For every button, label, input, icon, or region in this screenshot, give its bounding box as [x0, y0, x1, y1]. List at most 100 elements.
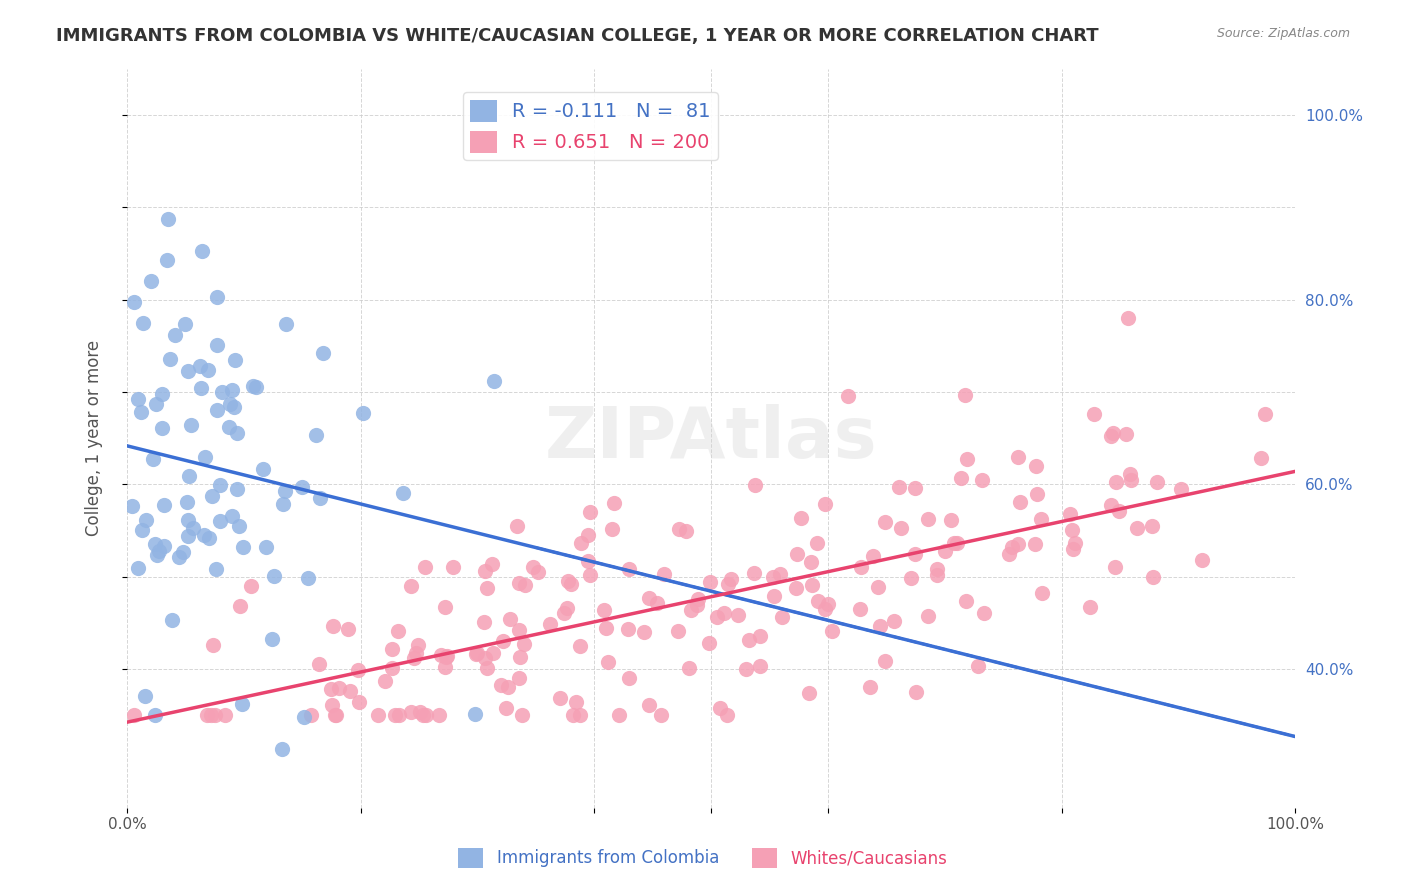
- Point: [172, 545, 194, 559]
- Point: [939, 513, 962, 527]
- Point: [904, 685, 927, 699]
- Point: [145, 397, 167, 411]
- Point: [800, 555, 823, 569]
- Point: [859, 680, 882, 694]
- Point: [474, 650, 496, 665]
- Point: [797, 686, 820, 700]
- Point: [145, 707, 167, 722]
- Y-axis label: College, 1 year or more: College, 1 year or more: [86, 340, 103, 536]
- Point: [555, 600, 578, 615]
- Point: [686, 599, 709, 613]
- Point: [1140, 518, 1163, 533]
- Point: [433, 600, 456, 615]
- Point: [742, 566, 765, 581]
- Point: [1060, 523, 1083, 537]
- Point: [481, 646, 503, 660]
- Point: [513, 637, 536, 651]
- Point: [1126, 521, 1149, 535]
- Point: [522, 560, 544, 574]
- Point: [887, 480, 910, 494]
- Point: [436, 648, 458, 663]
- Point: [849, 601, 872, 615]
- Point: [387, 708, 409, 723]
- Point: [177, 364, 200, 378]
- Point: [321, 681, 343, 696]
- Point: [970, 473, 993, 487]
- Point: [135, 513, 157, 527]
- Point: [240, 579, 263, 593]
- Point: [231, 698, 253, 712]
- Point: [1059, 507, 1081, 521]
- Point: [177, 469, 200, 483]
- Point: [592, 603, 614, 617]
- Text: Source: ZipAtlas.com: Source: ZipAtlas.com: [1216, 27, 1350, 40]
- Point: [617, 562, 640, 576]
- Point: [132, 316, 155, 330]
- Point: [1105, 475, 1128, 490]
- Point: [946, 536, 969, 550]
- Point: [1031, 586, 1053, 600]
- Point: [201, 638, 224, 652]
- Point: [579, 567, 602, 582]
- Point: [274, 317, 297, 331]
- Point: [650, 708, 672, 723]
- Point: [786, 547, 808, 561]
- Point: [1001, 541, 1024, 555]
- Point: [508, 671, 530, 685]
- Point: [434, 650, 457, 665]
- Point: [862, 549, 884, 563]
- Point: [508, 623, 530, 637]
- Point: [744, 478, 766, 492]
- Point: [738, 633, 761, 648]
- Point: [713, 606, 735, 620]
- Point: [679, 603, 702, 617]
- Point: [513, 578, 536, 592]
- Point: [967, 659, 990, 673]
- Point: [645, 595, 668, 609]
- Point: [204, 708, 226, 723]
- Point: [297, 571, 319, 585]
- Legend: R = -0.111   N =  81, R = 0.651   N = 200: R = -0.111 N = 81, R = 0.651 N = 200: [463, 93, 717, 160]
- Point: [806, 536, 828, 550]
- Point: [142, 452, 165, 467]
- Point: [139, 274, 162, 288]
- Point: [770, 609, 793, 624]
- Point: [953, 388, 976, 402]
- Point: [763, 589, 786, 603]
- Point: [347, 664, 370, 678]
- Point: [221, 384, 243, 398]
- Point: [474, 564, 496, 578]
- Point: [401, 705, 423, 719]
- Point: [1119, 473, 1142, 487]
- Point: [1102, 426, 1125, 441]
- Point: [904, 547, 927, 561]
- Point: [312, 346, 335, 360]
- Point: [254, 540, 277, 554]
- Point: [868, 580, 890, 594]
- Point: [409, 705, 432, 719]
- Point: [553, 606, 575, 620]
- Point: [569, 536, 592, 550]
- Point: [160, 614, 183, 628]
- Point: [903, 481, 925, 495]
- Point: [127, 560, 149, 574]
- Point: [228, 518, 250, 533]
- Point: [568, 708, 591, 723]
- Point: [560, 577, 582, 591]
- Point: [1108, 504, 1130, 518]
- Point: [205, 403, 228, 417]
- Point: [569, 640, 592, 654]
- Point: [505, 519, 527, 533]
- Point: [785, 582, 807, 596]
- Point: [814, 601, 837, 615]
- Point: [205, 290, 228, 304]
- Point: [509, 650, 531, 665]
- Point: [193, 527, 215, 541]
- Point: [153, 539, 176, 553]
- Point: [291, 480, 314, 494]
- Point: [1025, 458, 1047, 473]
- Point: [817, 597, 839, 611]
- Point: [352, 406, 374, 420]
- Point: [1031, 512, 1053, 526]
- Point: [1116, 310, 1139, 325]
